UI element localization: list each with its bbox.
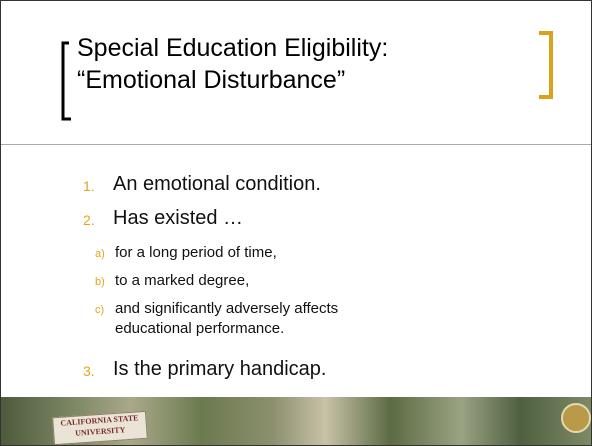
left-bracket <box>61 41 71 121</box>
sub-text: and significantly adversely affects educ… <box>115 300 339 337</box>
title-line: Special Education Eligibility: <box>77 34 389 62</box>
title-line: “Emotional Disturbance” <box>77 66 346 94</box>
separator <box>1 144 591 145</box>
seal <box>561 403 591 433</box>
sub-marker: c) <box>95 304 105 316</box>
list-text: Has existed … <box>113 207 244 229</box>
list-text: An emotional condition. <box>113 173 321 195</box>
footer-photo-strip: CALIFORNIA STATE UNIVERSITY <box>1 397 591 445</box>
sub-text: for a long period of time, <box>115 244 277 261</box>
brackets <box>61 31 553 121</box>
campus-sign: CALIFORNIA STATE UNIVERSITY <box>52 410 148 445</box>
sub-marker: a) <box>95 248 105 260</box>
right-bracket <box>539 31 553 99</box>
list-marker: 3. <box>83 363 95 379</box>
sub-text: to a marked degree, <box>115 272 250 289</box>
list-marker: 2. <box>83 212 95 228</box>
list-text: Is the primary handicap. <box>113 358 327 380</box>
list-marker: 1. <box>83 178 95 194</box>
sub-marker: b) <box>95 276 105 288</box>
